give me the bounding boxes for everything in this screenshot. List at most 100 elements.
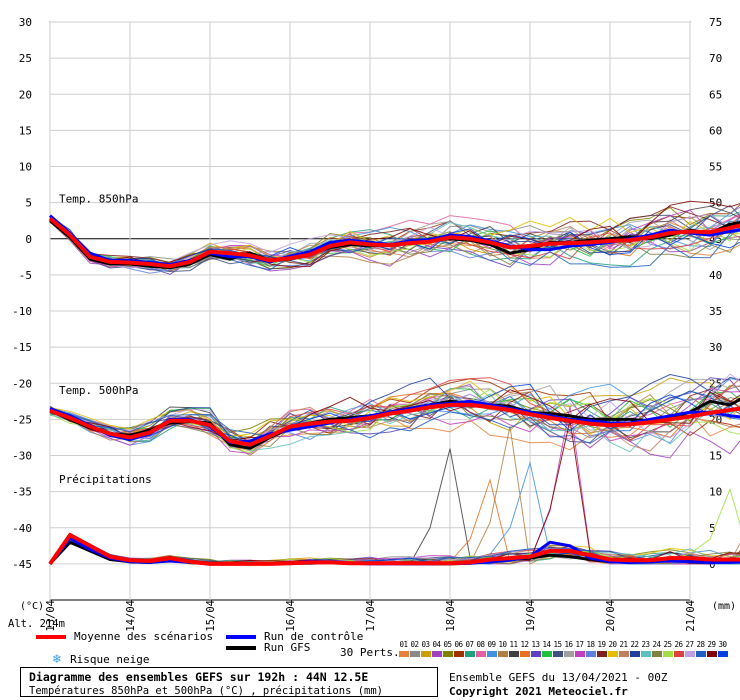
- member-key-26: 26: [673, 640, 684, 657]
- member-key-swatch: [464, 651, 475, 657]
- member-key-swatch: [453, 651, 464, 657]
- member-key-01: 01: [398, 640, 409, 657]
- member-key-20: 20: [607, 640, 618, 657]
- left-tick-label: 10: [19, 161, 32, 174]
- section-label: Temp. 850hPa: [59, 193, 138, 206]
- member-key-25: 25: [662, 640, 673, 657]
- x-tick-label: 18/04: [445, 600, 457, 632]
- left-tick-label: -40: [12, 522, 32, 535]
- member-key-swatch: [519, 651, 530, 657]
- member-key-19: 19: [596, 640, 607, 657]
- right-tick-label: 40: [709, 269, 722, 282]
- legend-mean: Moyenne des scénarios: [36, 630, 213, 643]
- member-line-21-850: [49, 218, 740, 268]
- member-key-number: 19: [597, 640, 606, 649]
- member-key-swatch: [497, 651, 508, 657]
- member-key-number: 27: [685, 640, 694, 649]
- member-key-12: 12: [519, 640, 530, 657]
- member-key-14: 14: [541, 640, 552, 657]
- x-tick-label: 20/04: [605, 600, 617, 632]
- member-key-swatch: [651, 651, 662, 657]
- left-tick-label: 30: [19, 16, 32, 29]
- member-key-number: 08: [476, 640, 485, 649]
- member-key-number: 17: [575, 640, 584, 649]
- left-tick-label: -5: [19, 269, 32, 282]
- left-tick-label: 0: [25, 233, 32, 246]
- member-key-number: 29: [707, 640, 716, 649]
- member-key-22: 22: [629, 640, 640, 657]
- member-line-26-500: [49, 377, 740, 443]
- series-line-moyenne-des-sc-narios-precip: [48, 533, 740, 566]
- x-tick-label: 19/04: [525, 600, 537, 632]
- x-tick-label: 13/04: [45, 600, 57, 632]
- left-tick-label: -10: [12, 305, 32, 318]
- member-key-swatch: [409, 651, 420, 657]
- y-axis-label-right: (mm): [712, 601, 736, 612]
- member-key-swatch: [662, 651, 673, 657]
- member-key-swatch: [530, 651, 541, 657]
- chart-grid: [49, 21, 691, 601]
- run-credit: Ensemble GEFS du 13/04/2021 - 00Z: [449, 671, 668, 684]
- member-key-swatch: [574, 651, 585, 657]
- member-key-number: 09: [487, 640, 496, 649]
- x-tick-label: 17/04: [365, 600, 377, 632]
- left-tick-label: 5: [25, 197, 32, 210]
- member-key-number: 12: [520, 640, 529, 649]
- member-key-number: 16: [564, 640, 573, 649]
- legend-control-label: Run de contrôle: [264, 630, 364, 643]
- chart-subtitle: Températures 850hPa et 500hPa (°C) , pré…: [29, 685, 384, 697]
- member-key-swatch: [475, 651, 486, 657]
- right-tick-label: 5: [709, 522, 716, 535]
- member-key-number: 05: [443, 640, 452, 649]
- member-key-28: 28: [695, 640, 706, 657]
- right-tick-label: 50: [709, 197, 722, 210]
- member-key-number: 06: [454, 640, 463, 649]
- member-key-09: 09: [486, 640, 497, 657]
- right-tick-label: 75: [709, 16, 722, 29]
- member-key-21: 21: [618, 640, 629, 657]
- legend-control-swatch: [226, 635, 256, 639]
- legend-snow: ❄ Risque neige: [52, 652, 150, 666]
- member-key-number: 25: [663, 640, 672, 649]
- member-key-swatch: [431, 651, 442, 657]
- member-key-23: 23: [640, 640, 651, 657]
- member-key-number: 20: [608, 640, 617, 649]
- title-box: Diagramme des ensembles GEFS sur 192h : …: [20, 667, 438, 697]
- legend-perts-label: 30 Perts.: [340, 646, 400, 659]
- right-tick-label: 60: [709, 124, 722, 137]
- member-key-03: 03: [420, 640, 431, 657]
- member-key-number: 18: [586, 640, 595, 649]
- member-key-swatch: [629, 651, 640, 657]
- left-tick-label: 15: [19, 124, 32, 137]
- member-key-30: 30: [717, 640, 728, 657]
- member-key-swatch: [673, 651, 684, 657]
- right-tick-label: 70: [709, 52, 722, 65]
- member-key-number: 14: [542, 640, 551, 649]
- left-tick-label: -35: [12, 486, 32, 499]
- member-key-swatch: [541, 651, 552, 657]
- member-key-number: 23: [641, 640, 650, 649]
- member-key-27: 27: [684, 640, 695, 657]
- member-key-number: 11: [509, 640, 518, 649]
- legend-mean-swatch: [36, 635, 66, 639]
- left-tick-label: -15: [12, 341, 32, 354]
- member-key-swatch: [684, 651, 695, 657]
- main-series-lines: [48, 214, 740, 566]
- x-axis-dates: 13/04 14/04 15/04 16/04 17/04 18/04 19/04 20/04…: [45, 600, 697, 632]
- right-tick-label: 30: [709, 341, 722, 354]
- left-tick-label: -25: [12, 413, 32, 426]
- member-key-16: 16: [563, 640, 574, 657]
- member-key-number: 04: [432, 640, 441, 649]
- member-key-number: 13: [531, 640, 540, 649]
- member-key-swatch: [442, 651, 453, 657]
- member-key-15: 15: [552, 640, 563, 657]
- member-key-number: 07: [465, 640, 474, 649]
- member-line-15-850: [49, 204, 740, 273]
- member-key-08: 08: [475, 640, 486, 657]
- member-key-swatch: [508, 651, 519, 657]
- member-key-swatch: [717, 651, 728, 657]
- member-key-number: 03: [421, 640, 430, 649]
- section-label: Temp. 500hPa: [59, 384, 138, 397]
- member-key-number: 22: [630, 640, 639, 649]
